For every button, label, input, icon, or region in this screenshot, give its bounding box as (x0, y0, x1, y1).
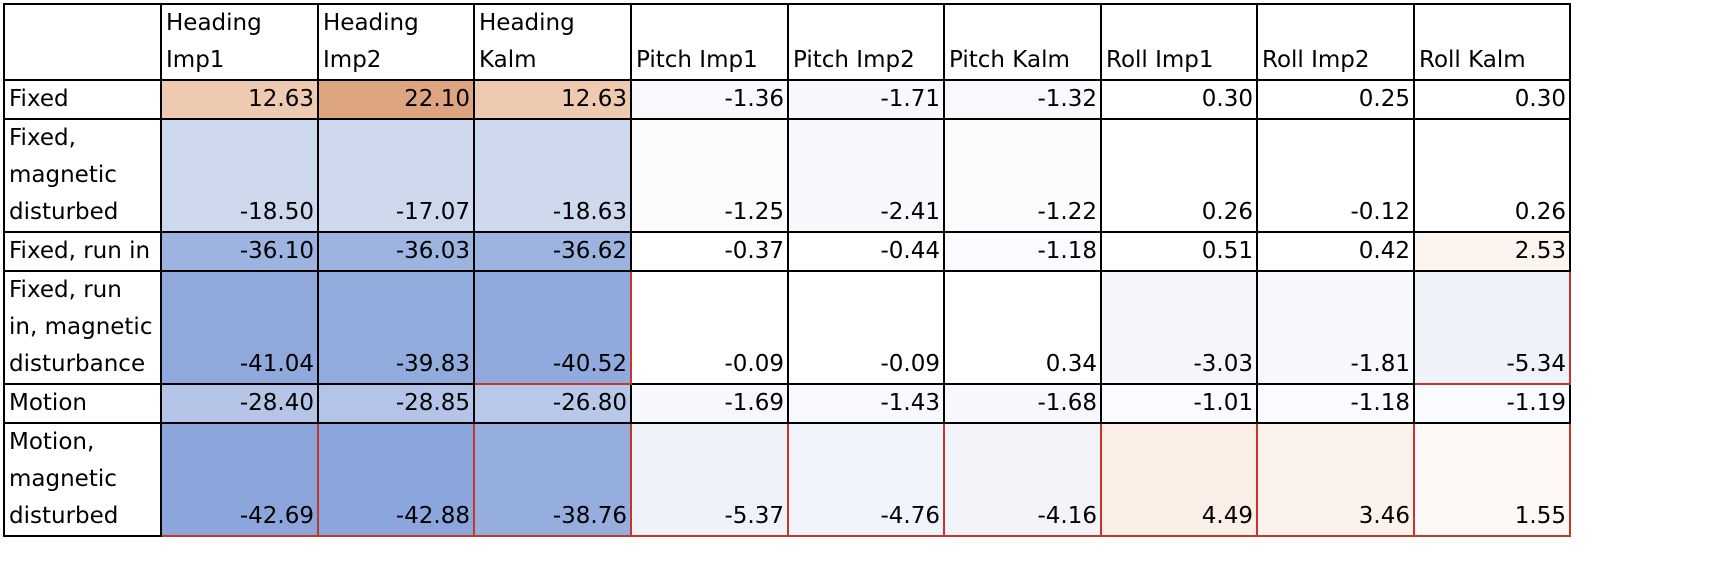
table-cell[interactable]: -1.81 (1256, 270, 1415, 385)
table-cell[interactable]: -0.12 (1256, 118, 1415, 233)
header-heading-kalm[interactable]: Heading Kalm (473, 3, 632, 81)
table-cell[interactable]: 1.55 (1413, 422, 1571, 537)
table-cell[interactable]: -5.37 (630, 422, 789, 537)
row-label-cell[interactable]: Fixed, run in, magnetic disturbance (3, 270, 162, 385)
header-roll-imp1[interactable]: Roll Imp1 (1100, 3, 1258, 81)
table-cell[interactable]: -1.43 (787, 383, 945, 424)
table-row: Fixed, run in -36.10 -36.03 -36.62 -0.37 -0.4… (3, 231, 1571, 272)
table-cell[interactable]: -17.07 (317, 118, 475, 233)
row-label: Fixed (9, 86, 69, 112)
table-cell[interactable]: -1.01 (1100, 383, 1258, 424)
header-label: Roll Imp2 (1262, 47, 1370, 73)
table-cell[interactable]: 22.10 (317, 79, 475, 120)
table-cell[interactable]: 2.53 (1413, 231, 1571, 272)
table-cell[interactable]: -1.18 (943, 231, 1102, 272)
header-heading-imp1[interactable]: Heading Imp1 (160, 3, 319, 81)
table-cell[interactable]: -1.19 (1413, 383, 1571, 424)
header-label: Roll Kalm (1419, 47, 1526, 73)
table-cell[interactable]: -1.71 (787, 79, 945, 120)
table-cell[interactable]: 0.34 (943, 270, 1102, 385)
header-label: Pitch Imp1 (636, 47, 758, 73)
row-label-cell[interactable]: Fixed, run in (3, 231, 162, 272)
table-cell[interactable]: -40.52 (473, 270, 632, 385)
header-label: Heading Kalm (479, 10, 575, 73)
header-label: Roll Imp1 (1106, 47, 1214, 73)
header-pitch-kalm[interactable]: Pitch Kalm (943, 3, 1102, 81)
table-cell[interactable]: -28.85 (317, 383, 475, 424)
header-label: Heading Imp1 (166, 10, 262, 73)
table-cell[interactable]: -5.34 (1413, 270, 1571, 385)
table-cell[interactable]: -1.68 (943, 383, 1102, 424)
row-label: Fixed, magnetic disturbed (9, 125, 119, 225)
header-roll-kalm[interactable]: Roll Kalm (1413, 3, 1571, 81)
table-cell[interactable]: -1.36 (630, 79, 789, 120)
table-cell[interactable]: -0.44 (787, 231, 945, 272)
table-cell[interactable]: -3.03 (1100, 270, 1258, 385)
table-cell[interactable]: 12.63 (160, 79, 319, 120)
table-cell[interactable]: -28.40 (160, 383, 319, 424)
table-cell[interactable]: 0.51 (1100, 231, 1258, 272)
table-cell[interactable]: 3.46 (1256, 422, 1415, 537)
table-row: Motion, magnetic disturbed -42.69 -42.88 -3… (3, 422, 1571, 537)
table-cell[interactable]: -39.83 (317, 270, 475, 385)
table-cell[interactable]: -0.09 (630, 270, 789, 385)
table-cell[interactable]: 0.42 (1256, 231, 1415, 272)
header-heading-imp2[interactable]: Heading Imp2 (317, 3, 475, 81)
table-cell[interactable]: -42.69 (160, 422, 319, 537)
table-cell[interactable]: -42.88 (317, 422, 475, 537)
header-label: Heading Imp2 (323, 10, 419, 73)
data-table: Heading Imp1 Heading Imp2 Heading Kalm P… (3, 3, 1571, 537)
table-cell[interactable]: 0.26 (1413, 118, 1571, 233)
table-cell[interactable]: -18.50 (160, 118, 319, 233)
table-cell[interactable]: -1.18 (1256, 383, 1415, 424)
table-cell[interactable]: -36.03 (317, 231, 475, 272)
table-cell[interactable]: -18.63 (473, 118, 632, 233)
header-label: Pitch Imp2 (793, 47, 915, 73)
table-cell[interactable]: -1.32 (943, 79, 1102, 120)
table-row: Fixed 12.63 22.10 12.63 -1.36 -1.71 -1.32 0.30 0… (3, 79, 1571, 120)
table-row: Fixed, run in, magnetic disturbance -41.0… (3, 270, 1571, 385)
row-label-cell[interactable]: Fixed (3, 79, 162, 120)
table-cell[interactable]: 0.26 (1100, 118, 1258, 233)
table-row: Motion -28.40 -28.85 -26.80 -1.69 -1.43 -1.68-… (3, 383, 1571, 424)
table-cell[interactable]: -36.10 (160, 231, 319, 272)
table-cell[interactable]: -38.76 (473, 422, 632, 537)
table-cell[interactable]: 0.30 (1100, 79, 1258, 120)
header-roll-imp2[interactable]: Roll Imp2 (1256, 3, 1415, 81)
table-cell[interactable]: -0.37 (630, 231, 789, 272)
corner-cell[interactable] (3, 3, 162, 81)
header-pitch-imp2[interactable]: Pitch Imp2 (787, 3, 945, 81)
table-cell[interactable]: 0.30 (1413, 79, 1571, 120)
row-label: Motion, magnetic disturbed (9, 429, 119, 529)
table-cell[interactable]: -0.09 (787, 270, 945, 385)
table-cell[interactable]: -2.41 (787, 118, 945, 233)
row-label: Motion (9, 390, 87, 416)
table-cell[interactable]: -4.76 (787, 422, 945, 537)
header-row: Heading Imp1 Heading Imp2 Heading Kalm P… (3, 3, 1571, 81)
table-cell[interactable]: -1.22 (943, 118, 1102, 233)
table-cell[interactable]: 4.49 (1100, 422, 1258, 537)
table-cell[interactable]: -26.80 (473, 383, 632, 424)
row-label-cell[interactable]: Motion, magnetic disturbed (3, 422, 162, 537)
header-label: Pitch Kalm (949, 47, 1070, 73)
row-label-cell[interactable]: Fixed, magnetic disturbed (3, 118, 162, 233)
table-cell[interactable]: 0.25 (1256, 79, 1415, 120)
header-pitch-imp1[interactable]: Pitch Imp1 (630, 3, 789, 81)
table-cell[interactable]: -4.16 (943, 422, 1102, 537)
row-label: Fixed, run in (9, 238, 151, 264)
table-cell[interactable]: 12.63 (473, 79, 632, 120)
row-label: Fixed, run in, magnetic disturbance (9, 277, 153, 377)
table-cell[interactable]: -36.62 (473, 231, 632, 272)
table-cell[interactable]: -41.04 (160, 270, 319, 385)
table-row: Fixed, magnetic disturbed -18.50 -17.07 -18… (3, 118, 1571, 233)
row-label-cell[interactable]: Motion (3, 383, 162, 424)
table-cell[interactable]: -1.69 (630, 383, 789, 424)
table-cell[interactable]: -1.25 (630, 118, 789, 233)
